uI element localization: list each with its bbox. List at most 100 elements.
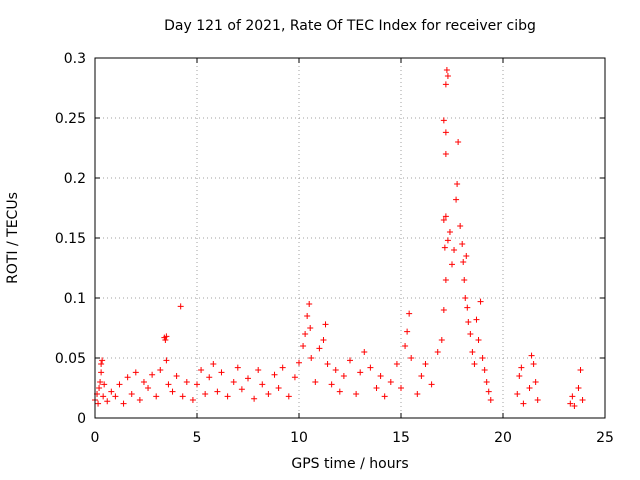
- data-point: [404, 328, 411, 335]
- data-point: [483, 379, 490, 385]
- data-point: [259, 381, 266, 388]
- data-point: [373, 385, 380, 391]
- y-tick-label: 0.1: [64, 291, 86, 307]
- data-point: [210, 361, 217, 367]
- data-point: [453, 196, 460, 203]
- data-point: [312, 379, 319, 385]
- data-point: [163, 333, 170, 340]
- data-point: [406, 310, 413, 317]
- data-point: [124, 374, 131, 381]
- data-point: [255, 367, 262, 373]
- data-point: [440, 307, 447, 313]
- data-point: [526, 385, 533, 391]
- data-point: [98, 361, 105, 367]
- data-point: [464, 304, 471, 311]
- data-point: [140, 379, 147, 385]
- data-point: [198, 367, 205, 373]
- y-tick-label: 0: [77, 411, 86, 427]
- data-point: [457, 223, 464, 229]
- data-point: [307, 325, 314, 331]
- data-point: [194, 381, 200, 388]
- data-point: [398, 385, 404, 391]
- y-tick-label: 0.25: [55, 111, 86, 127]
- data-point: [444, 73, 451, 79]
- data-point: [308, 355, 315, 361]
- data-point: [316, 345, 323, 352]
- data-point: [462, 295, 469, 301]
- data-point: [532, 379, 539, 385]
- y-tick-label: 0.15: [55, 231, 86, 247]
- data-point: [393, 361, 400, 367]
- data-point: [173, 373, 180, 379]
- data-point: [451, 247, 458, 253]
- data-point: [153, 393, 160, 400]
- data-point: [444, 237, 451, 244]
- data-point: [530, 361, 537, 367]
- data-point: [96, 385, 103, 391]
- data-point: [206, 374, 213, 381]
- data-point: [487, 397, 494, 403]
- data-point: [157, 367, 164, 373]
- data-point: [177, 303, 184, 310]
- data-point: [324, 361, 331, 367]
- data-point: [340, 373, 347, 379]
- data-point: [461, 277, 468, 283]
- data-point: [112, 393, 119, 400]
- data-point: [575, 385, 582, 391]
- data-point: [353, 391, 360, 397]
- data-point: [381, 393, 388, 400]
- y-tick-label: 0.2: [64, 171, 86, 187]
- data-point: [463, 253, 470, 259]
- data-point: [306, 301, 313, 307]
- data-point: [291, 374, 298, 381]
- data-point: [454, 181, 461, 187]
- data-point: [387, 379, 394, 385]
- data-point: [434, 349, 441, 355]
- data-point: [179, 393, 186, 400]
- data-point: [449, 261, 455, 268]
- axis-ticks: 0 5 10 15 20 25 0 0.05 0.1 0.15 0.2 0.25 0.3: [55, 51, 614, 446]
- data-point: [377, 373, 384, 379]
- data-point: [120, 400, 127, 407]
- data-point: [418, 373, 425, 379]
- data-point: [271, 371, 278, 378]
- data-point: [471, 361, 478, 367]
- x-tick-label: 25: [596, 430, 614, 446]
- data-point: [475, 337, 482, 343]
- data-point: [442, 151, 449, 157]
- data-point: [518, 364, 525, 371]
- data-point: [300, 343, 307, 349]
- data-point: [275, 385, 282, 391]
- data-point: [279, 364, 286, 371]
- data-point: [438, 337, 445, 343]
- data-point: [320, 337, 327, 343]
- x-tick-label: 5: [193, 430, 202, 446]
- chart-title: Day 121 of 2021, Rate Of TEC Index for r…: [164, 18, 536, 34]
- x-tick-label: 10: [290, 430, 308, 446]
- data-point: [285, 393, 292, 400]
- data-point: [442, 81, 449, 88]
- data-point: [245, 375, 251, 382]
- data-point: [238, 386, 245, 393]
- data-point: [183, 379, 190, 385]
- x-tick-label: 15: [392, 430, 410, 446]
- data-point: [469, 349, 476, 355]
- data-point: [441, 244, 448, 251]
- data-point: [514, 391, 521, 397]
- data-point: [571, 403, 578, 409]
- data-point: [108, 388, 115, 395]
- data-point: [467, 331, 474, 337]
- data-point: [336, 388, 343, 395]
- data-point: [485, 388, 492, 395]
- data-point: [367, 364, 374, 371]
- data-point: [443, 67, 450, 73]
- data-point: [579, 397, 586, 403]
- x-tick-label: 20: [494, 430, 512, 446]
- data-point: [224, 393, 231, 400]
- x-tick-label: 0: [91, 430, 100, 446]
- data-point: [234, 364, 241, 371]
- data-point: [163, 357, 170, 364]
- data-point: [442, 277, 449, 283]
- data-point: [516, 373, 523, 379]
